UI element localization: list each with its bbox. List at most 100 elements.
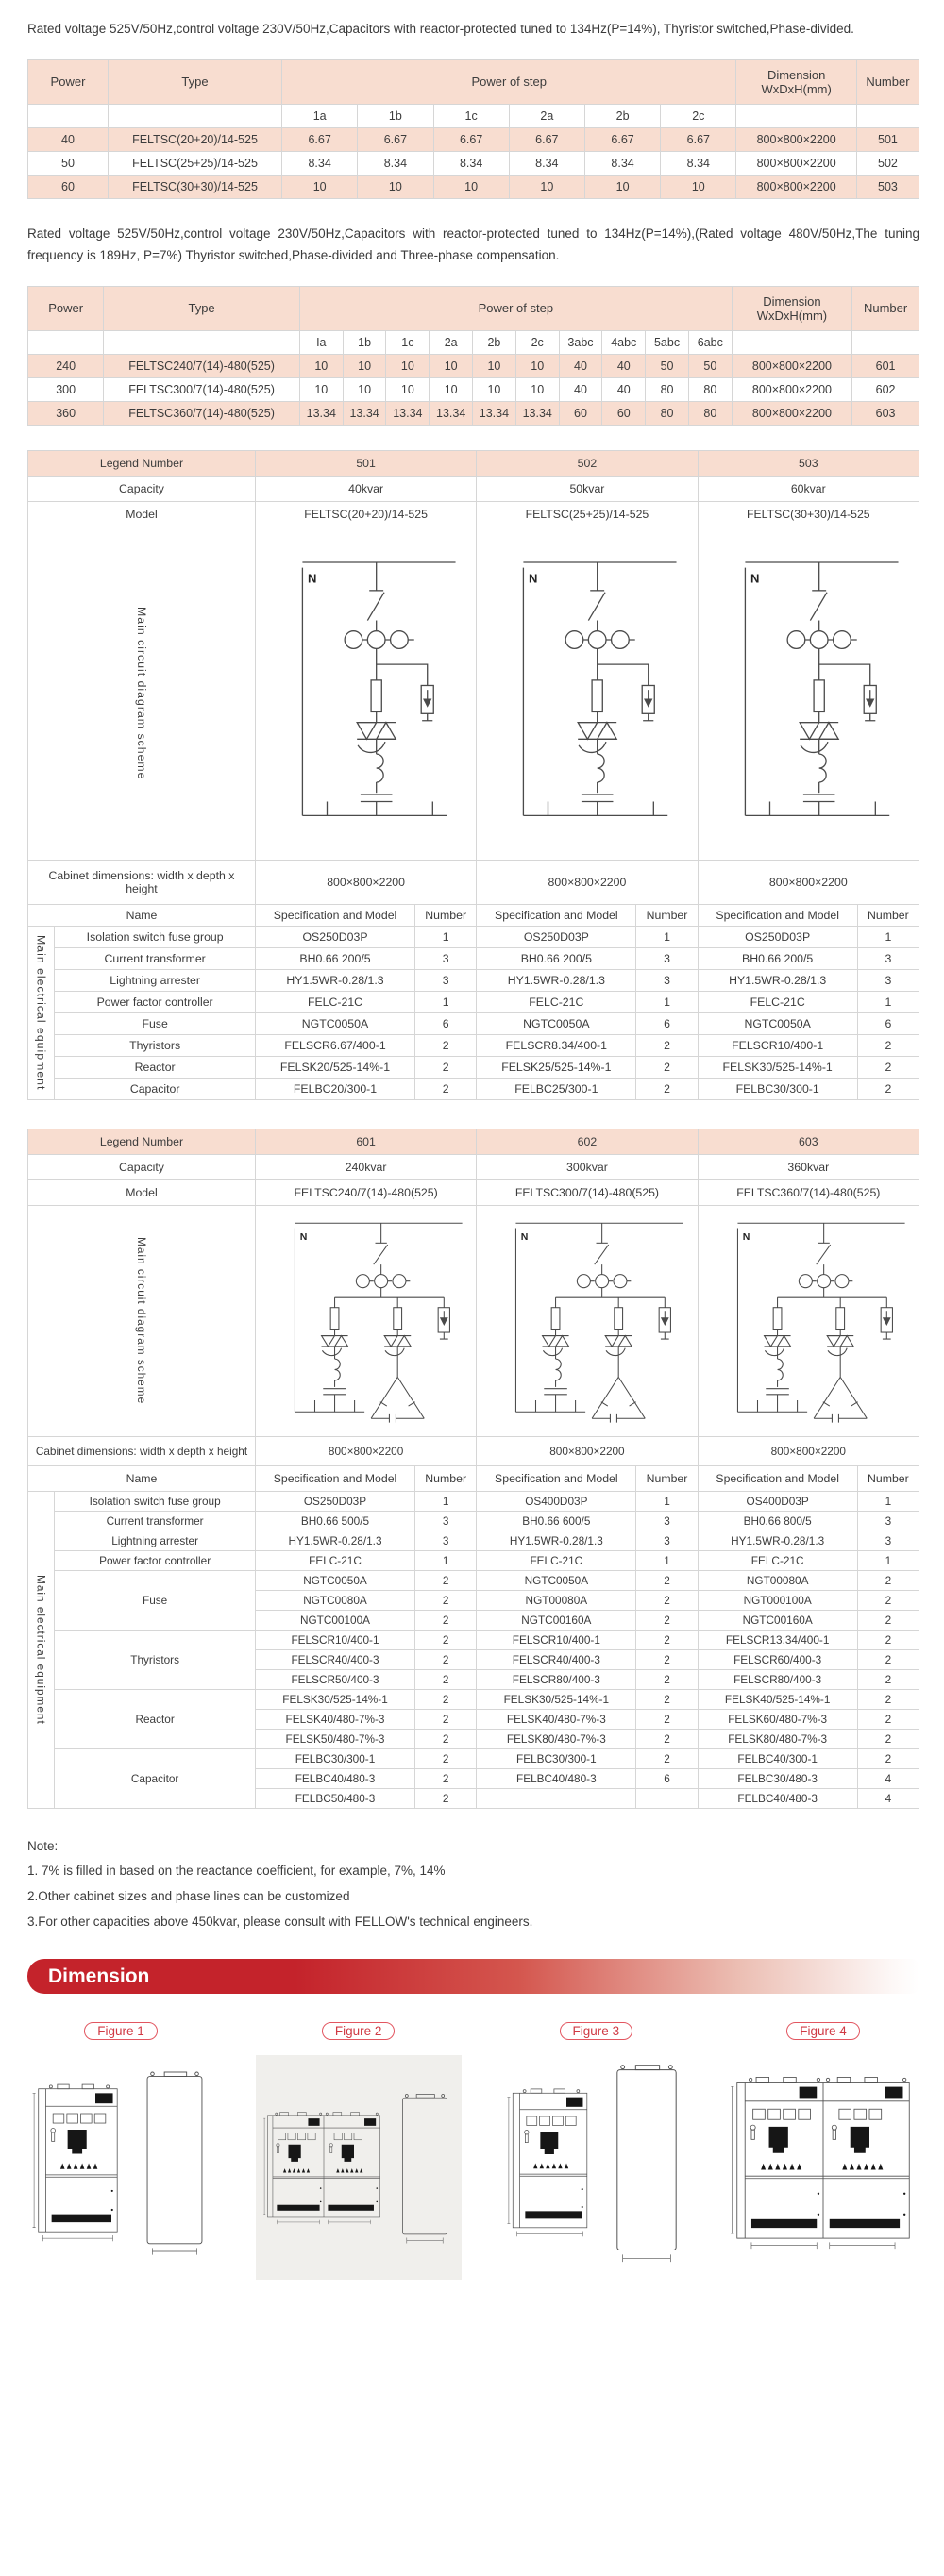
- spec-cell: FELC-21C: [254, 990, 416, 1013]
- spec-cell: BH0.66 200/5: [476, 946, 637, 970]
- spec-header: Specification and Model: [254, 903, 416, 927]
- empty-cell: [855, 103, 920, 128]
- figure-2-group: Figure 2: [255, 2022, 462, 2281]
- spec-cell: FELSK20/525-14%-1: [254, 1055, 416, 1079]
- dimension-banner-title: Dimension: [48, 1965, 150, 1987]
- data-row: 40 FELTSC(20+20)/14-525 6.67 6.67 6.67 6.67 6.…: [27, 126, 920, 152]
- number-cell: 2: [414, 1055, 478, 1079]
- step-value-cell: 8.34: [281, 150, 359, 176]
- type-cell: FELTSC360/7(14)-480(525): [103, 400, 300, 426]
- number-header: Number: [851, 285, 919, 331]
- legend-number-value: 602: [476, 1128, 699, 1155]
- number-cell: 1: [414, 1490, 478, 1512]
- step-value-cell: 8.34: [432, 150, 510, 176]
- number-header: Number: [635, 1464, 699, 1492]
- step-value-cell: 40: [558, 376, 603, 402]
- number-cell: 2: [856, 1648, 920, 1670]
- power-of-step-header: Power of step: [281, 59, 737, 105]
- spec-cell: FELBC30/300-1: [697, 1077, 858, 1100]
- power-cell: 40: [27, 126, 109, 152]
- model-value: FELTSC(25+25)/14-525: [476, 500, 699, 527]
- number-cell: 1: [856, 925, 920, 948]
- legend-number-row: Legend Number 601 602 603: [27, 1128, 920, 1155]
- spec-header: Specification and Model: [697, 1464, 858, 1492]
- spec-cell: FELSCR60/400-3: [697, 1648, 858, 1670]
- dimension-header: Dimension WxDxH(mm): [735, 59, 857, 105]
- spec-cell: BH0.66 200/5: [254, 946, 416, 970]
- legend-number-value: 601: [254, 1128, 478, 1155]
- step-value-cell: 6.67: [281, 126, 359, 152]
- number-cell: 6: [414, 1012, 478, 1035]
- spec-cell: FELSK40/480-7%-3: [476, 1708, 637, 1730]
- number-cell: 3: [414, 968, 478, 992]
- number-cell: 1: [414, 925, 478, 948]
- number-cell: 501: [855, 126, 920, 152]
- equipment-name-cell: Isolation switch fuse group: [54, 1490, 256, 1512]
- step-value-cell: 10: [429, 353, 474, 378]
- number-cell: 3: [414, 1530, 478, 1551]
- step-col-label: 2b: [583, 103, 662, 128]
- step-col-label: 6abc: [687, 329, 733, 355]
- capacity-value: 50kvar: [476, 475, 699, 502]
- spec-cell: HY1.5WR-0.28/1.3: [476, 1530, 637, 1551]
- empty-cell: [851, 329, 919, 355]
- legend-number-label: Legend Number: [27, 449, 256, 477]
- dimension-header-line1: Dimension: [767, 67, 826, 82]
- spec-cell: NGTC0050A: [254, 1569, 416, 1591]
- spec-cell: OS250D03P: [254, 1490, 416, 1512]
- main-circuit-diagram-label: Main circuit diagram scheme: [27, 526, 256, 861]
- step-col-label: 2c: [514, 329, 560, 355]
- legend-table-501-503: Legend Number 501 502 503 Capacity 40kva…: [26, 449, 920, 1100]
- circuit-diagram-cell: [254, 1204, 478, 1437]
- capacity-value: 40kvar: [254, 475, 478, 502]
- equipment-name-cell: Lightning arrester: [54, 968, 256, 992]
- equipment-row: Lightning arrester HY1.5WR-0.28/1.3 3 HY1.5…: [28, 968, 920, 992]
- empty-cell: [103, 329, 300, 355]
- step-col-label: 2c: [660, 103, 737, 128]
- spec-cell: BH0.66 500/5: [254, 1510, 416, 1531]
- number-cell: 1: [635, 1549, 699, 1571]
- equipment-row: Thyristors FELSCR10/400-1 2 FELSCR10/400-1 2…: [28, 1629, 920, 1690]
- number-cell: 603: [851, 400, 919, 426]
- model-label: Model: [27, 500, 256, 527]
- number-cell: 3: [856, 946, 920, 970]
- power-cell: 360: [26, 400, 105, 426]
- number-cell: 1: [414, 1549, 478, 1571]
- number-cell: 2: [635, 1728, 699, 1749]
- spec-cell: FELSCR80/400-3: [697, 1668, 858, 1690]
- step-value-cell: 10: [583, 174, 662, 199]
- diagram-row: Main circuit diagram scheme: [27, 526, 920, 861]
- model-value: FELTSC240/7(14)-480(525): [254, 1179, 478, 1206]
- equipment-row: FELBC40/480-3 2 FELBC40/480-3 6 FELBC30/480-…: [28, 1767, 920, 1789]
- empty-cell: [27, 103, 109, 128]
- spec-cell: HY1.5WR-0.28/1.3: [254, 968, 416, 992]
- spec-header-row: Name Specification and Model Number Spec…: [27, 903, 920, 927]
- number-cell: 6: [635, 1767, 699, 1789]
- circuit-diagram-cell: [254, 526, 478, 861]
- spec-cell: OS250D03P: [697, 925, 858, 948]
- cabinet-dimensions-value: 800×800×2200: [254, 1435, 478, 1466]
- model-value: FELTSC(20+20)/14-525: [254, 500, 478, 527]
- number-cell: 2: [635, 1668, 699, 1690]
- step-value-cell: 13.34: [385, 400, 430, 426]
- number-cell: 3: [635, 1530, 699, 1551]
- model-value: FELTSC360/7(14)-480(525): [697, 1179, 920, 1206]
- number-header: Number: [414, 1464, 478, 1492]
- spec-cell: [476, 1787, 637, 1809]
- number-cell: 1: [414, 990, 478, 1013]
- cabinet-dimensions-label: Cabinet dimensions: width x depth x heig…: [27, 1435, 256, 1466]
- number-cell: 3: [635, 968, 699, 992]
- step-value-cell: 80: [645, 400, 689, 426]
- empty-cell: [735, 103, 857, 128]
- spec-cell: FELSCR50/400-3: [254, 1668, 416, 1690]
- number-cell: 2: [856, 1033, 920, 1057]
- dimension-cell: 800×800×2200: [731, 376, 853, 402]
- cabinet-dimensions-row: Cabinet dimensions: width x depth x heig…: [27, 1435, 920, 1466]
- spec-cell: NGT000100A: [697, 1589, 858, 1611]
- spec-cell: HY1.5WR-0.28/1.3: [697, 1530, 858, 1551]
- legend-table-601-603: Legend Number 601 602 603 Capacity 240kv…: [26, 1128, 920, 1809]
- number-cell: 502: [855, 150, 920, 176]
- step-value-cell: 80: [687, 376, 733, 402]
- power-cell: 240: [26, 353, 105, 378]
- capacity-row: Capacity 240kvar 300kvar 360kvar: [27, 1153, 920, 1180]
